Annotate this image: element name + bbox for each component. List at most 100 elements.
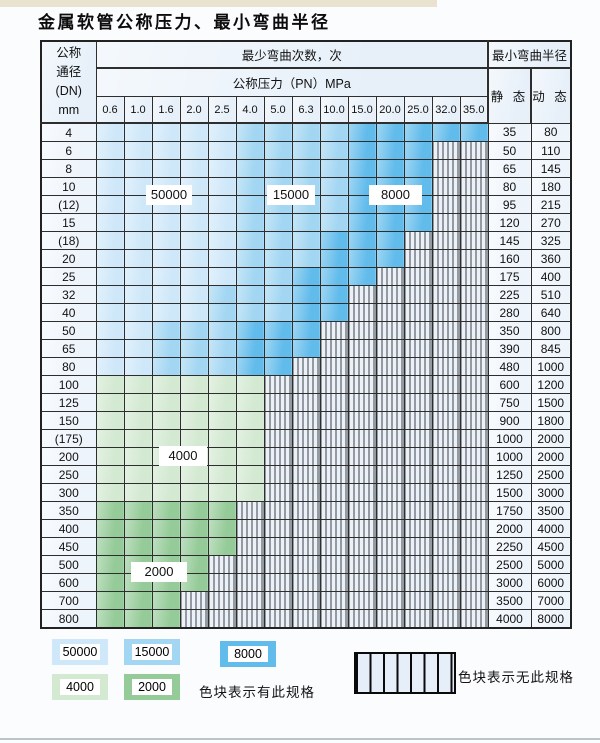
table-row: 700 3500 7000: [40, 591, 572, 610]
spec-cell: [291, 249, 321, 268]
no-spec-cell: [291, 447, 321, 466]
dn-cell: 300: [40, 483, 97, 502]
no-spec-cell: [375, 429, 405, 448]
spec-cell: [207, 285, 237, 304]
dynamic-radius-cell: 1500: [530, 393, 572, 412]
dn-cell: 100: [40, 375, 97, 394]
no-spec-cell: [431, 321, 461, 340]
no-spec-cell: [291, 411, 321, 430]
no-spec-cell: [459, 141, 489, 160]
legend-swatch-8000: 8000: [220, 641, 276, 667]
dynamic-radius-cell: 1000: [530, 357, 572, 376]
spec-cell: [179, 339, 209, 358]
static-radius-cell: 50: [487, 141, 532, 160]
dynamic-radius-cell: 80: [530, 122, 572, 142]
no-spec-cell: [431, 609, 461, 629]
spec-cell: [291, 267, 321, 286]
no-spec-cell: [291, 375, 321, 394]
dn-header-line: 通径: [56, 65, 82, 79]
no-spec-cell: [459, 465, 489, 484]
spec-cell: [207, 483, 237, 502]
spec-cell: [347, 213, 377, 232]
legend-swatch-label: 4000: [60, 679, 100, 695]
no-spec-cell: [459, 321, 489, 340]
table-row: 500 2500 5000: [40, 555, 572, 574]
spec-cell: [207, 357, 237, 376]
dn-cell: (18): [40, 231, 97, 250]
spec-cell: [151, 393, 181, 412]
no-spec-cell: [263, 555, 293, 574]
static-radius-cell: 2000: [487, 519, 532, 538]
no-spec-cell: [207, 609, 237, 629]
dn-cell: 400: [40, 519, 97, 538]
no-spec-cell: [431, 411, 461, 430]
table-row: 125 750 1500: [40, 393, 572, 412]
spec-cell: [123, 429, 153, 448]
no-spec-cell: [431, 177, 461, 196]
no-spec-cell: [263, 411, 293, 430]
spec-cell: [95, 177, 125, 196]
spec-cell: [123, 537, 153, 556]
table-row: 25 175 400: [40, 267, 572, 286]
spec-cell: [235, 429, 265, 448]
spec-cell: [123, 447, 153, 466]
no-spec-cell: [431, 375, 461, 394]
spec-cell: [95, 609, 125, 629]
no-spec-cell: [375, 555, 405, 574]
spec-cell: [235, 447, 265, 466]
legend-has-spec-note: 色块表示有此规格: [199, 685, 315, 700]
spec-cell: [95, 411, 125, 430]
no-spec-cell: [263, 465, 293, 484]
spec-cell: [95, 357, 125, 376]
spec-cell: [207, 122, 237, 142]
spec-cell: [207, 447, 237, 466]
pressure-value-header: 20.0: [375, 96, 405, 124]
spec-cell: [123, 609, 153, 629]
spec-cell: [179, 537, 209, 556]
spec-cell: [151, 321, 181, 340]
spec-cell: [179, 573, 209, 592]
no-spec-cell: [431, 393, 461, 412]
no-spec-cell: [459, 537, 489, 556]
table-row: 350 1750 3500: [40, 501, 572, 520]
spec-cell: [123, 465, 153, 484]
no-spec-cell: [319, 393, 349, 412]
no-spec-cell: [459, 393, 489, 412]
spec-cell: [235, 195, 265, 214]
spec-cell: [291, 141, 321, 160]
no-spec-cell: [431, 465, 461, 484]
spec-cell: [319, 285, 349, 304]
static-radius-cell: 390: [487, 339, 532, 358]
no-spec-cell: [263, 393, 293, 412]
no-spec-cell: [263, 519, 293, 538]
static-radius-cell: 1000: [487, 429, 532, 448]
no-spec-cell: [263, 591, 293, 610]
legend-swatch-15000: 15000: [124, 639, 180, 665]
spec-cell: [207, 501, 237, 520]
pressure-value-header: 35.0: [459, 96, 489, 124]
static-radius-cell: 145: [487, 231, 532, 250]
spec-cell: [151, 375, 181, 394]
pressure-value-header: 6.3: [291, 96, 321, 124]
dynamic-radius-cell: 8000: [530, 609, 572, 629]
no-spec-cell: [459, 303, 489, 322]
no-spec-cell: [347, 411, 377, 430]
no-spec-cell: [319, 501, 349, 520]
table-row: 450 2250 4500: [40, 537, 572, 556]
no-spec-cell: [235, 555, 265, 574]
spec-cell: [319, 231, 349, 250]
spec-cell: [179, 465, 209, 484]
no-spec-cell: [263, 429, 293, 448]
table-row: 800 4000 8000: [40, 609, 572, 629]
dynamic-radius-cell: 215: [530, 195, 572, 214]
no-spec-cell: [459, 249, 489, 268]
no-spec-cell: [319, 483, 349, 502]
static-radius-cell: 1500: [487, 483, 532, 502]
no-spec-cell: [459, 609, 489, 629]
dn-cell: 10: [40, 177, 97, 196]
spec-cell: [123, 591, 153, 610]
no-spec-cell: [263, 483, 293, 502]
static-radius-cell: 600: [487, 375, 532, 394]
table-row: 100 600 1200: [40, 375, 572, 394]
dn-column-header: 公称 通径 (DN) mm: [40, 40, 97, 124]
